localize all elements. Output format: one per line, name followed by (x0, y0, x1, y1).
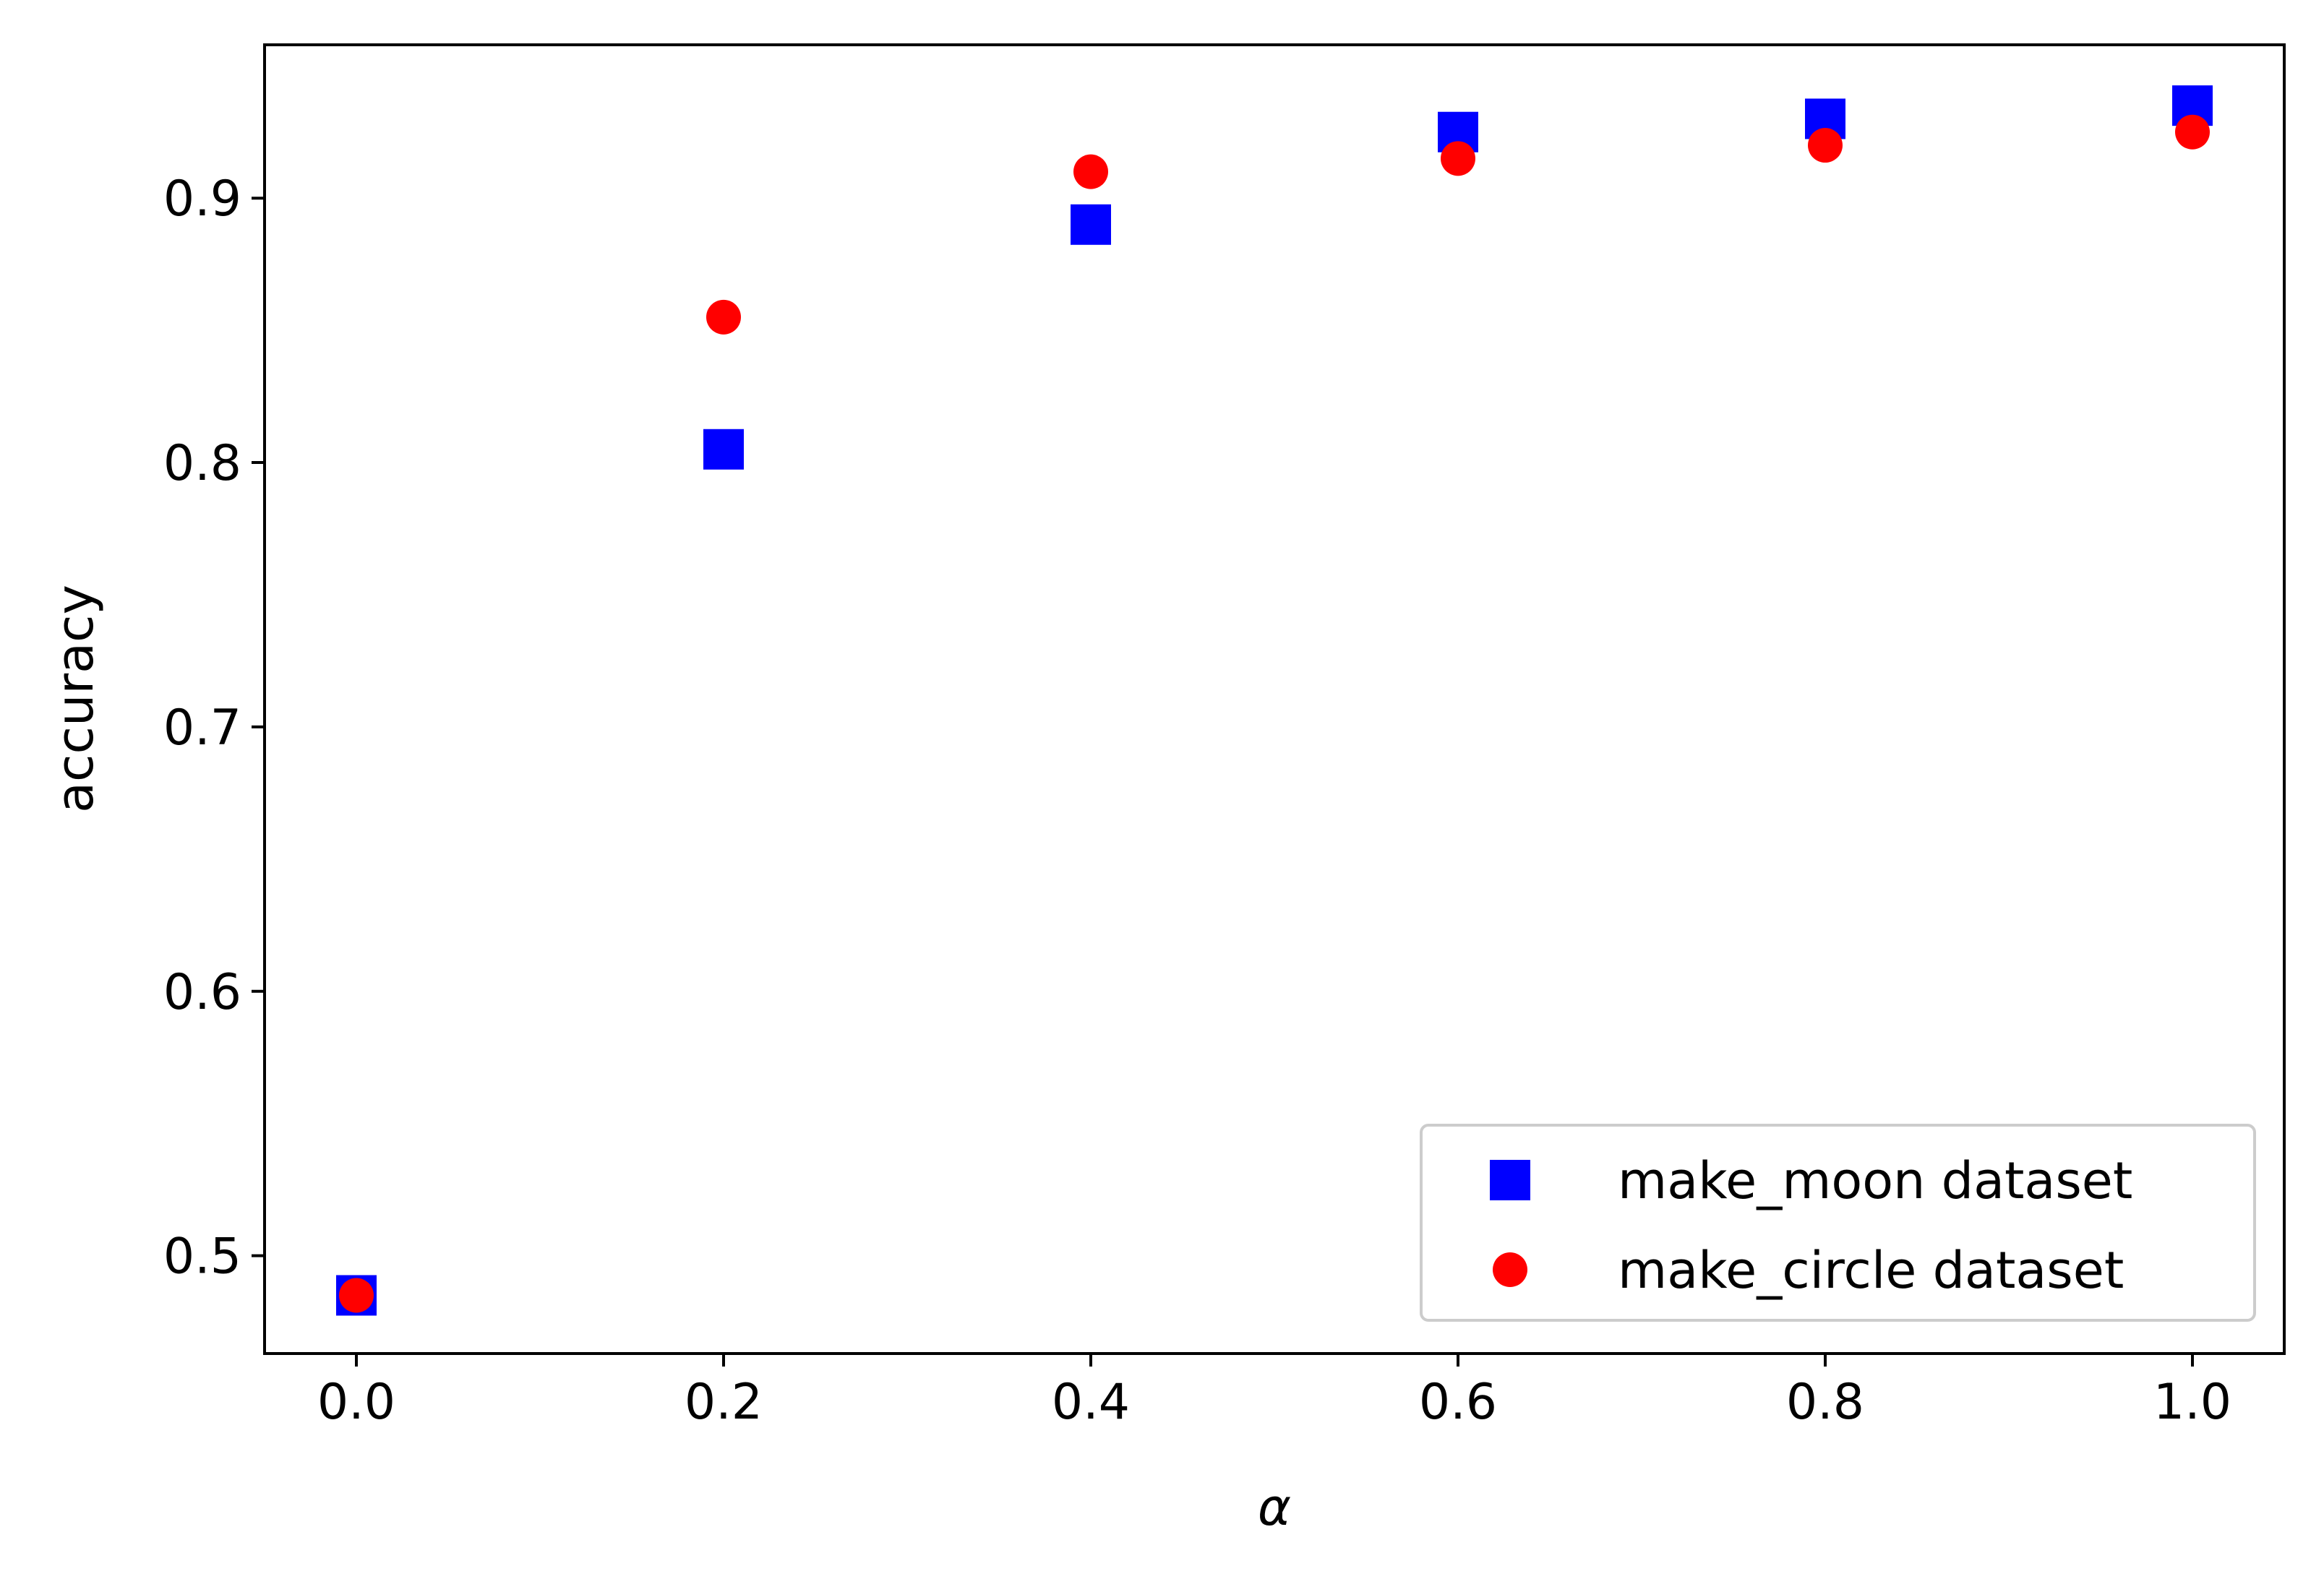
y-axis-label: accuracy (46, 585, 105, 813)
x-axis-label: α (1258, 1478, 1291, 1537)
legend-entries: make_moon dataset make_circle dataset (1490, 1151, 2132, 1300)
circle-data-point (1073, 154, 1108, 189)
x-tick-label: 1.0 (2153, 1374, 2231, 1431)
legend-marker (1493, 1252, 1527, 1287)
y-axis-ticks: 0.5 0.6 0.7 0.8 0.9 (163, 171, 265, 1286)
moon-data-point (1071, 204, 1111, 245)
x-tick-label: 0.8 (1786, 1374, 1864, 1431)
y-tick-label: 0.6 (163, 964, 241, 1021)
circle-data-point (339, 1278, 374, 1313)
circle-data-point (1808, 128, 1843, 163)
legend-marker (1490, 1160, 1530, 1200)
y-tick-label: 0.8 (163, 435, 241, 492)
x-tick-label: 0.2 (685, 1374, 763, 1431)
x-tick-label: 0.0 (317, 1374, 395, 1431)
x-tick-label: 0.6 (1419, 1374, 1497, 1431)
y-tick-label: 0.7 (163, 700, 241, 757)
x-tick-label: 0.4 (1052, 1374, 1130, 1431)
circle-data-point (706, 299, 741, 335)
x-axis-ticks: 0.0 0.2 0.4 0.6 0.8 1.0 (317, 1354, 2231, 1431)
y-tick-label: 0.9 (163, 171, 241, 228)
y-tick-label: 0.5 (163, 1229, 241, 1286)
data-marks (336, 85, 2213, 1316)
legend-box (1420, 1124, 2256, 1322)
legend: make_moon dataset make_circle dataset (1420, 1124, 2256, 1322)
circle-data-point (1441, 141, 1475, 176)
legend-label: make_moon dataset (1618, 1151, 2132, 1210)
circle-data-point (2175, 114, 2210, 150)
plot-frame (263, 43, 2286, 1355)
legend-label: make_circle dataset (1618, 1241, 2124, 1300)
moon-data-point (703, 429, 744, 470)
